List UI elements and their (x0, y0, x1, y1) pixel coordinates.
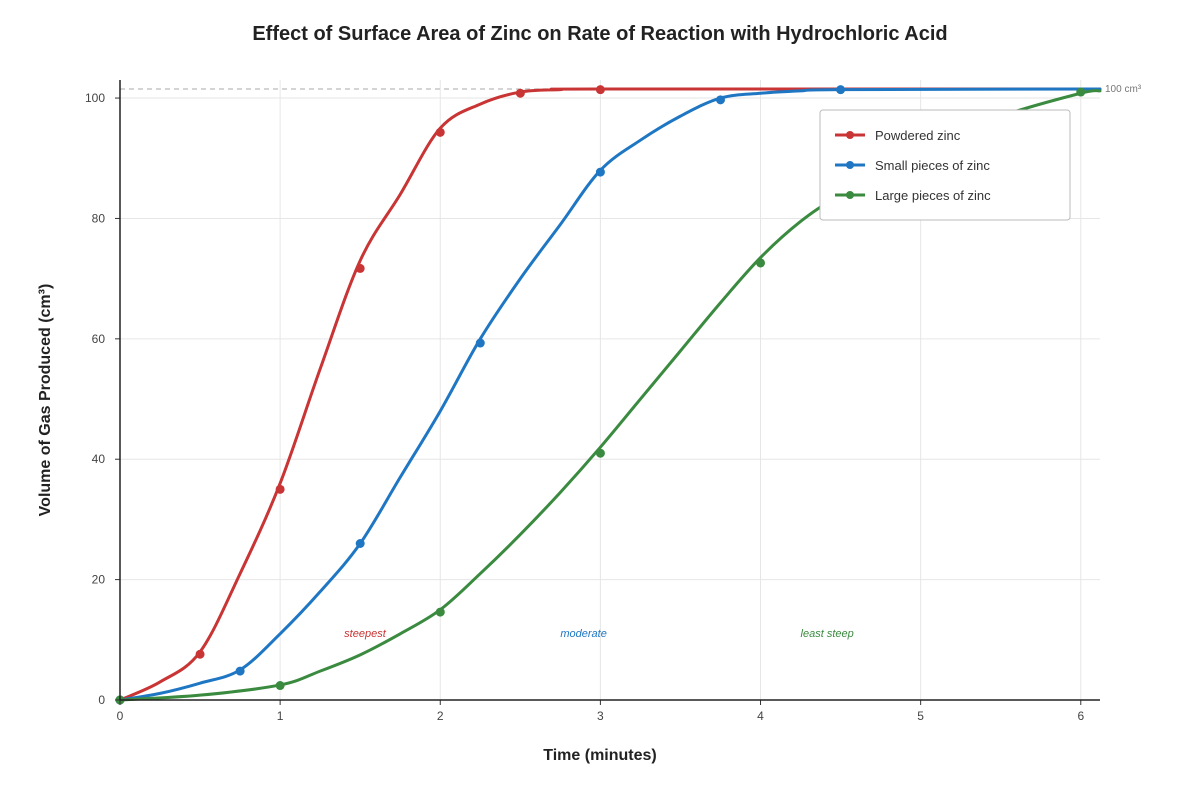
annotation-label: steepest (344, 628, 387, 640)
y-tick-label: 40 (92, 452, 106, 466)
y-tick-label: 100 (85, 91, 105, 105)
data-point-small-pieces-of-zinc (715, 95, 725, 105)
y-tick-label: 80 (92, 211, 106, 225)
x-tick-label: 6 (1077, 709, 1084, 723)
axes (115, 80, 1100, 705)
data-point-small-pieces-of-zinc (235, 666, 245, 676)
legend-swatch-marker (846, 161, 854, 169)
data-point-small-pieces-of-zinc (475, 338, 485, 348)
data-point-powdered-zinc (275, 484, 285, 494)
data-point-large-pieces-of-zinc (275, 681, 285, 691)
data-point-powdered-zinc (515, 88, 525, 98)
y-tick-label: 20 (92, 573, 106, 587)
series-line-small-pieces-of-zinc (118, 87, 1102, 702)
legend-swatch-marker (846, 191, 854, 199)
data-point-small-pieces-of-zinc (355, 538, 365, 548)
data-point-large-pieces-of-zinc (756, 258, 766, 268)
data-point-powdered-zinc (595, 85, 605, 95)
data-point-powdered-zinc (355, 263, 365, 273)
legend: Powdered zinc Small pieces of zinc Large p… (819, 109, 1071, 221)
y-tick-label: 60 (92, 332, 106, 346)
x-tick-label: 1 (277, 709, 284, 723)
data-point-large-pieces-of-zinc (1076, 87, 1086, 97)
reference-line-label: 100 cm³ (1105, 84, 1142, 95)
legend-swatch-marker (846, 131, 854, 139)
data-point-small-pieces-of-zinc (595, 167, 605, 177)
data-point-powdered-zinc (195, 649, 205, 659)
legend-label: Large pieces of zinc (875, 188, 991, 203)
x-tick-label: 5 (917, 709, 924, 723)
x-tick-label: 2 (437, 709, 444, 723)
y-tick-label: 0 (98, 693, 105, 707)
data-point-powdered-zinc (435, 127, 445, 137)
y-axis-title: Volume of Gas Produced (cm³) (37, 284, 54, 517)
annotations: steepest moderate least steep (344, 628, 854, 640)
legend-label: Small pieces of zinc (875, 158, 990, 173)
series-line-powdered-zinc (118, 87, 1102, 702)
x-tick-label: 0 (117, 709, 124, 723)
data-point-small-pieces-of-zinc (836, 85, 846, 95)
legend-label: Powdered zinc (875, 128, 961, 143)
x-axis-title: Time (minutes) (543, 747, 657, 764)
data-point-large-pieces-of-zinc (435, 607, 445, 617)
annotation-label: least steep (801, 628, 854, 640)
x-tick-label: 3 (597, 709, 604, 723)
legend-box (819, 109, 1071, 221)
annotation-label: moderate (560, 628, 606, 640)
x-tick-label: 4 (757, 709, 764, 723)
data-point-large-pieces-of-zinc (595, 448, 605, 458)
chart-title: Effect of Surface Area of Zinc on Rate o… (252, 23, 947, 45)
